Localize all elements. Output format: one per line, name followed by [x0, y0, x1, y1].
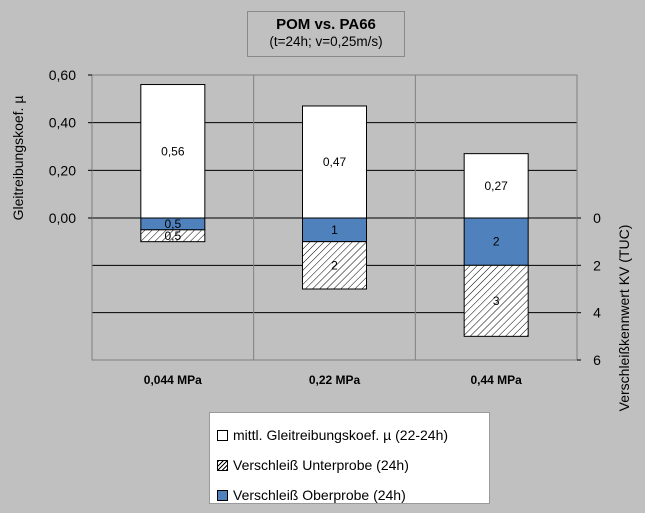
- legend-swatch-upper-wear: [217, 489, 228, 501]
- legend-label-friction: mittl. Gleitreibungskoef. µ (22-24h): [233, 427, 449, 443]
- bar-upper-wear: [463, 217, 529, 266]
- bar-lower-wear-label: 3: [493, 294, 500, 308]
- legend-swatch-lower-wear: [217, 459, 228, 471]
- y-tick-label: 0,00: [49, 210, 76, 226]
- chart-title-box: POM vs. PA66 (t=24h; v=0,25m/s): [247, 11, 405, 57]
- legend-item-lower-wear: Verschleiß Unterprobe (24h): [217, 450, 489, 480]
- bar-lower-wear: [140, 229, 206, 243]
- chart-subtitle: (t=24h; v=0,25m/s): [269, 34, 383, 49]
- bar-friction: [140, 84, 206, 219]
- bar-friction-label: 0,27: [484, 179, 508, 193]
- bar-friction-label: 0,56: [161, 144, 185, 158]
- y-tick-label: 0,20: [49, 162, 76, 178]
- y-tick-label: 0,60: [49, 67, 76, 83]
- bar-lower-wear-label: 2: [331, 258, 338, 272]
- y2-tick-label: 0: [593, 210, 601, 226]
- category-label: 0,22 MPa: [309, 373, 361, 387]
- bar-friction-label: 0,47: [323, 155, 347, 169]
- bar-upper-wear-label: 0,5: [164, 217, 181, 231]
- legend-label-lower-wear: Verschleiß Unterprobe (24h): [233, 457, 409, 473]
- legend-item-friction: mittl. Gleitreibungskoef. µ (22-24h): [217, 420, 489, 450]
- legend-swatch-friction: [217, 429, 228, 441]
- bar-upper-wear-label: 1: [331, 223, 338, 237]
- bar-lower-wear: [302, 241, 367, 290]
- y-tick-label: 0,40: [49, 115, 76, 131]
- legend: mittl. Gleitreibungskoef. µ (22-24h) Ver…: [209, 412, 490, 504]
- bar-lower-wear: [463, 264, 529, 337]
- category-label: 0,44 MPa: [470, 373, 522, 387]
- bar-friction: [463, 153, 529, 219]
- y2-tick-label: 4: [593, 305, 601, 321]
- bar-friction: [302, 105, 367, 219]
- y2-tick-label: 6: [593, 352, 601, 368]
- bar-lower-wear-label: 0,5: [164, 229, 181, 243]
- legend-label-upper-wear: Verschleiß Oberprobe (24h): [233, 487, 406, 503]
- y2-tick-label: 2: [593, 257, 601, 273]
- category-label: 0,044 MPa: [144, 373, 202, 387]
- chart-title: POM vs. PA66: [276, 16, 376, 33]
- legend-item-upper-wear: Verschleiß Oberprobe (24h): [217, 480, 489, 510]
- bar-upper-wear-label: 2: [493, 235, 500, 249]
